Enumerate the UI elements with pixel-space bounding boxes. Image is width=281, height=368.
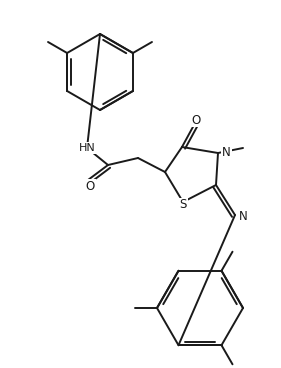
- Text: N: N: [239, 210, 248, 223]
- Text: S: S: [179, 198, 187, 212]
- Text: N: N: [222, 146, 231, 159]
- Text: O: O: [191, 113, 201, 127]
- Text: HN: HN: [79, 143, 95, 153]
- Text: O: O: [85, 180, 95, 192]
